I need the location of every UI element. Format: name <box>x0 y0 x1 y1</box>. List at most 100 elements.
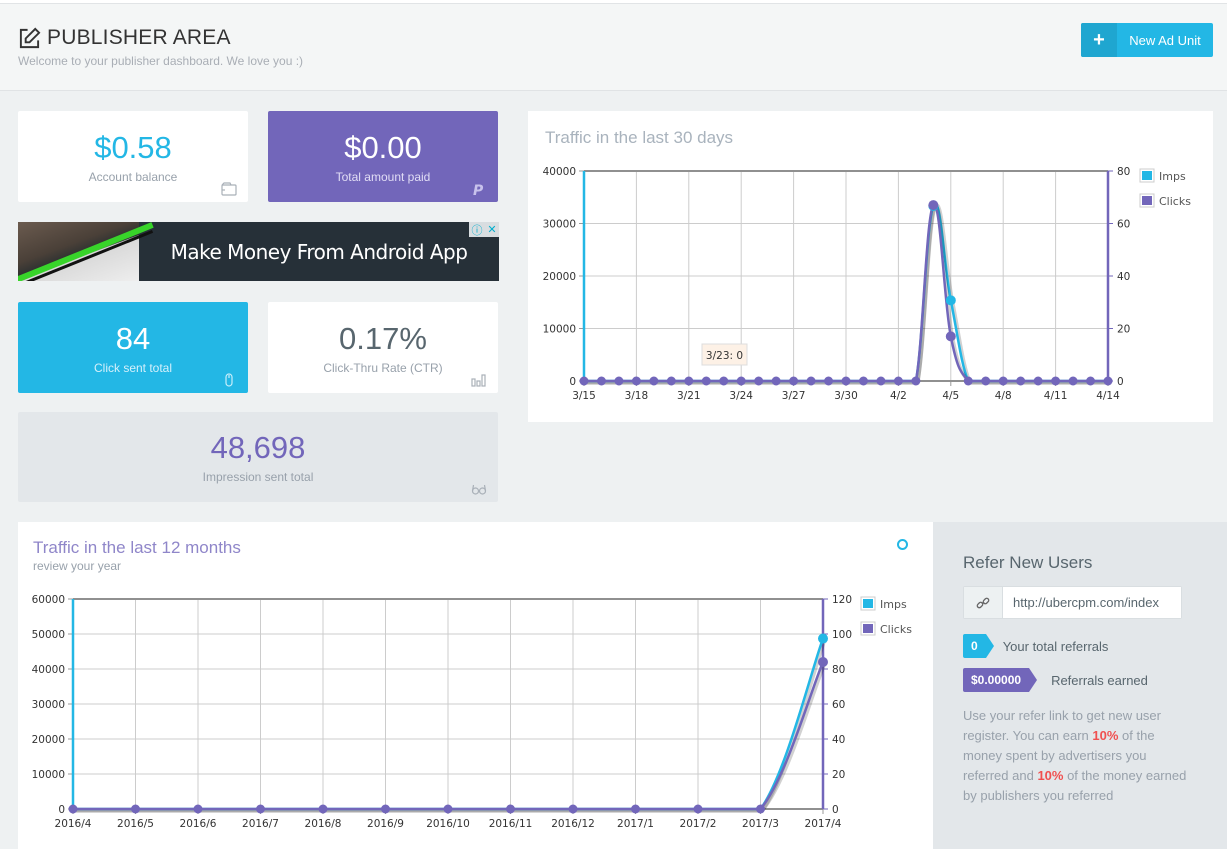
clicks-point <box>649 376 659 386</box>
x-tick-label: 2016/10 <box>426 818 470 830</box>
clicks-point <box>736 376 746 386</box>
account-balance-card: $0.58 Account balance <box>18 111 248 202</box>
clicks-point <box>568 804 578 814</box>
x-tick-label: 2017/2 <box>680 818 717 830</box>
traffic-12-months-chart[interactable]: 0 10000 20000 30000 40000 50000 60000 0 20 40 60 80… <box>18 522 933 849</box>
clicks-point <box>981 376 991 386</box>
advertisement-banner[interactable]: Make Money From Android App ⓘ ✕ <box>18 222 499 281</box>
top-border <box>0 0 1227 4</box>
y-right-tick-label: 100 <box>832 629 852 641</box>
imps-point <box>818 633 828 644</box>
clicks-point <box>701 376 711 386</box>
y-right-tick-label: 40 <box>832 734 845 746</box>
ad-choices[interactable]: ⓘ ✕ <box>469 222 499 237</box>
clicks-point <box>131 804 140 814</box>
clicks-point <box>928 200 939 211</box>
refer-description: Use your refer link to get new user regi… <box>963 706 1188 806</box>
x-tick-label: 3/21 <box>677 390 701 402</box>
clicks-point <box>756 804 765 814</box>
clicks-point <box>893 376 903 386</box>
desc-highlight: 10% <box>1092 728 1119 743</box>
clicks-point <box>998 376 1008 386</box>
y-left-tick-label: 20000 <box>32 734 65 746</box>
y-right-tick-label: 0 <box>832 804 839 816</box>
y-left-tick-label: 0 <box>569 376 576 388</box>
clicks-point <box>666 376 676 386</box>
edit-icon <box>19 27 41 48</box>
traffic-12-months-title: Traffic in the last 12 months <box>33 538 241 557</box>
y-right-tick-label: 20 <box>832 769 845 781</box>
x-tick-label: 3/15 <box>572 390 596 402</box>
referrals-earned-badge: $0.00000 <box>963 668 1038 692</box>
total-paid-value: $0.00 <box>344 130 422 165</box>
x-tick-label: 3/24 <box>729 390 753 402</box>
y-left-tick-label: 10000 <box>32 769 65 781</box>
clicks-point <box>443 804 453 814</box>
y-right-tick-label: 0 <box>1117 376 1124 388</box>
x-tick-label: 4/5 <box>942 390 959 402</box>
clicks-point <box>68 804 78 814</box>
x-tick-label: 2016/5 <box>117 818 154 830</box>
refer-title: Refer New Users <box>963 553 1093 572</box>
y-left-tick-label: 60000 <box>32 594 65 606</box>
y-right-tick-label: 40 <box>1117 271 1130 283</box>
clicks-point <box>193 804 203 814</box>
clicks-point <box>631 804 640 814</box>
page-title-text: PUBLISHER AREA <box>47 26 231 49</box>
y-left-tick-label: 20000 <box>543 271 576 283</box>
x-tick-label: 4/11 <box>1044 390 1068 402</box>
bar-chart-icon <box>471 374 486 387</box>
tooltip-text: 3/23: 0 <box>706 350 743 362</box>
traffic-30-days-title: Traffic in the last 30 days <box>545 128 734 147</box>
legend-label-clicks: Clicks <box>1159 195 1191 208</box>
desc-highlight: 10% <box>1037 768 1064 783</box>
traffic-30-days-chart[interactable]: 0 10000 20000 30000 40000 0 20 40 60 80 3/15 3/18 3/… <box>528 111 1213 422</box>
clicks-card: 84 Click sent total <box>18 302 248 393</box>
clicks-point <box>506 804 515 814</box>
x-tick-label: 2016/4 <box>55 818 92 830</box>
clicks-point <box>754 376 764 386</box>
total-referrals-badge: 0 <box>963 634 994 658</box>
impressions-card: 48,698 Impression sent total <box>18 412 498 502</box>
traffic-12-months-subtitle: review your year <box>33 559 122 573</box>
refresh-icon[interactable] <box>897 539 908 550</box>
traffic-12-months-panel: Traffic in the last 12 months review you… <box>18 522 933 849</box>
y-left-tick-label: 40000 <box>32 664 65 676</box>
impressions-value: 48,698 <box>210 430 306 465</box>
y-left-tick-label: 0 <box>58 804 65 816</box>
y-left-tick-label: 50000 <box>32 629 65 641</box>
x-tick-label: 3/30 <box>834 390 858 402</box>
y-right-tick-label: 60 <box>1117 219 1130 231</box>
total-paid-card: $0.00 Total amount paid P <box>268 111 498 202</box>
info-icon[interactable]: ⓘ <box>471 224 483 237</box>
account-balance-value: $0.58 <box>94 130 172 165</box>
refer-link-input[interactable] <box>1003 587 1181 618</box>
clicks-point <box>858 376 868 386</box>
x-tick-label: 2016/7 <box>242 818 279 830</box>
clicks-point <box>818 657 828 667</box>
clicks-point <box>771 376 781 386</box>
clicks-point <box>824 376 834 386</box>
traffic-30-days-panel: Traffic in the last 30 days 0 10000 20000 3… <box>528 111 1213 422</box>
x-tick-label: 3/18 <box>625 390 649 402</box>
close-icon[interactable]: ✕ <box>487 224 497 236</box>
ctr-card: 0.17% Click-Thru Rate (CTR) <box>268 302 498 393</box>
y-right-tick-label: 80 <box>832 664 845 676</box>
account-balance-label: Account balance <box>88 170 178 184</box>
imps-line-shadow <box>585 203 1110 385</box>
clicks-point <box>1051 376 1061 386</box>
ctr-value: 0.17% <box>339 321 427 356</box>
new-ad-unit-button[interactable]: + New Ad Unit <box>1081 23 1213 57</box>
x-tick-label: 3/27 <box>782 390 806 402</box>
clicks-point <box>1086 376 1096 386</box>
y-left-tick-label: 30000 <box>543 219 576 231</box>
clicks-value: 84 <box>115 321 151 356</box>
referrals-earned-row: $0.00000 Referrals earned <box>963 668 1148 692</box>
clicks-point <box>579 376 589 386</box>
clicks-point <box>841 376 851 386</box>
legend-label-imps: Imps <box>880 598 907 611</box>
legend-swatch-clicks <box>1142 196 1152 205</box>
imps-line-shadow <box>74 639 827 813</box>
clicks-point <box>945 331 956 342</box>
x-tick-label: 2016/11 <box>489 818 533 830</box>
